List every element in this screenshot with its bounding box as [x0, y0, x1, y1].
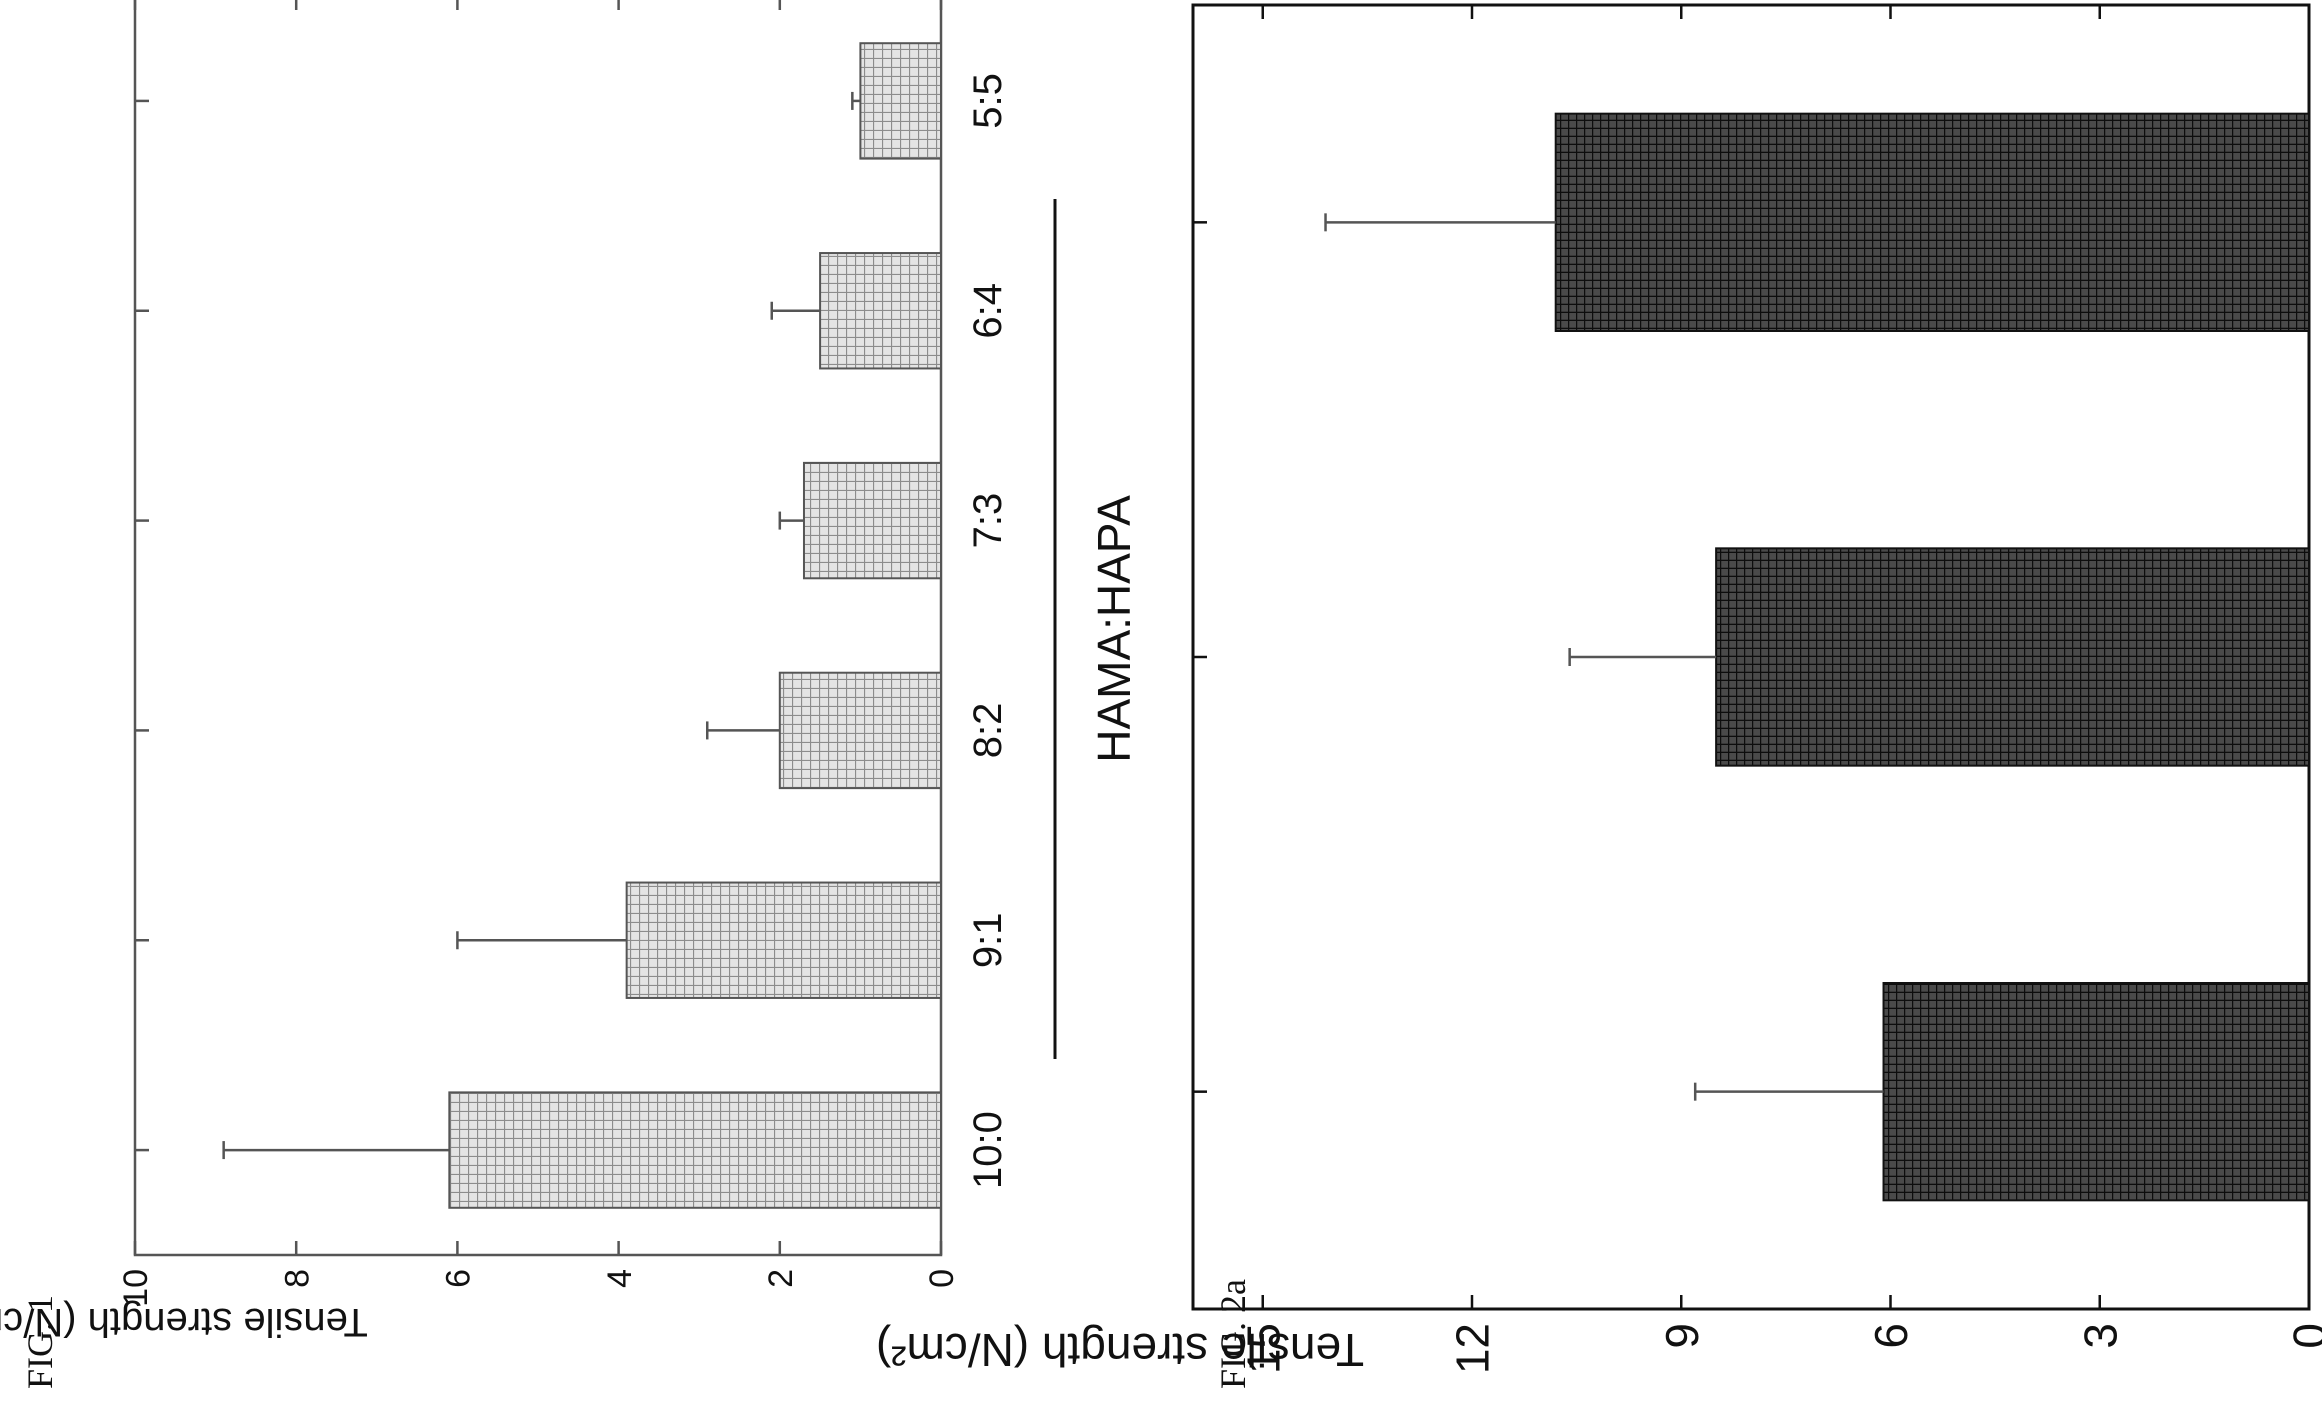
fig2a-bars [1554, 112, 2311, 1202]
y-tick-label: 6 [1865, 1323, 1917, 1349]
y-tick-label: 12 [1447, 1323, 1499, 1374]
y-tick-label: 8 [278, 1269, 316, 1288]
y-tick-label: 0 [923, 1269, 961, 1288]
bar [1554, 112, 2310, 332]
bar [1715, 547, 2310, 767]
fig1-bars [448, 42, 943, 1209]
y-tick-label: 9 [1656, 1323, 1708, 1349]
fig1-plot-frame [133, 0, 943, 1257]
fig2a-y-axis: 0 3 6 9 12 15 [1237, 5, 2322, 1374]
y-tick-label: 4 [601, 1269, 639, 1288]
bar [448, 1091, 942, 1209]
y-tick-label: 3 [2074, 1323, 2126, 1349]
fig1-x-axis-label: HAMA:HAPA [1088, 495, 1140, 763]
fig1-y-axis-label: Tensile strength (N/cm² ) [0, 1300, 368, 1344]
y-tick-label: 6 [440, 1269, 478, 1288]
x-tick-label: 7:3 [966, 493, 1010, 549]
y-tick-label: 10 [117, 1269, 155, 1307]
chart-fig2a: 03691215 MA:PA = 10:0(HAMA)MA:PA = 9:1MA… [876, 3, 2322, 1376]
x-tick-label: 5:5 [966, 73, 1010, 129]
bar [778, 671, 942, 790]
chart-fig1: 0 2 4 6 8 10 10:0 9:1 8:2 7:3 6:4 5:5 Tensile stre… [0, 0, 1140, 1344]
fig2a-error-bars [1324, 213, 1884, 1101]
x-tick-label: 10:0 [966, 1111, 1010, 1189]
fig1-error-bars [222, 91, 861, 1160]
x-tick-label: 9:1 [966, 912, 1010, 968]
y-tick-label: 15 [1237, 1323, 1289, 1374]
y-tick-label: 2 [762, 1269, 800, 1288]
x-tick-label: 6:4 [966, 283, 1010, 339]
fig1-label: FIG. 1 [20, 1295, 60, 1389]
bar [819, 252, 942, 370]
fig2a-label: FIG. 2a [1213, 1279, 1253, 1389]
y-tick-label: 0 [2284, 1323, 2322, 1349]
x-tick-label: 8:2 [966, 703, 1010, 759]
bar [802, 461, 942, 580]
fig2a-y-axis-label: Tensile strength (N/cm²) [876, 1324, 1364, 1376]
fig1-x-axis: 10:0 9:1 8:2 7:3 6:4 5:5 [135, 73, 1010, 1189]
fig1-y-axis: 0 2 4 6 8 10 [117, 0, 961, 1307]
bar [859, 42, 943, 160]
bar [1882, 982, 2311, 1202]
bar [625, 881, 942, 999]
